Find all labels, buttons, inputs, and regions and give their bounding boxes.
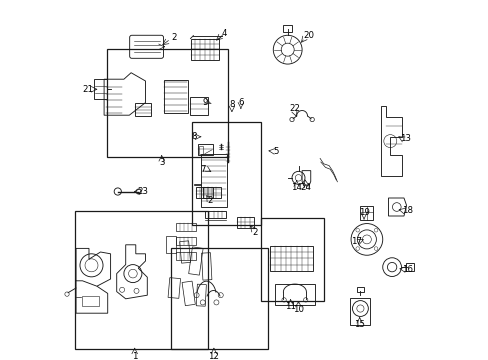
Bar [188, 247, 203, 275]
Bar [405, 263, 413, 271]
Bar [192, 122, 260, 225]
Text: 16: 16 [401, 265, 412, 274]
Bar [176, 237, 196, 245]
Bar [201, 253, 211, 280]
Text: 20: 20 [303, 31, 313, 40]
Bar [360, 206, 373, 220]
Text: 10: 10 [292, 305, 304, 314]
Bar [269, 246, 312, 271]
Bar [165, 236, 175, 253]
Bar [190, 39, 219, 60]
Bar [349, 298, 370, 325]
Text: 11: 11 [285, 302, 295, 311]
Bar [236, 217, 253, 228]
Text: 23: 23 [137, 187, 148, 196]
Bar [163, 80, 187, 113]
Bar [196, 284, 206, 306]
Text: 21: 21 [82, 85, 93, 94]
Bar [107, 49, 228, 157]
Text: 14: 14 [291, 184, 302, 192]
Text: 15: 15 [353, 320, 365, 329]
Bar [197, 144, 212, 155]
Text: 2: 2 [252, 228, 258, 237]
Bar [75, 211, 208, 349]
Text: 2: 2 [207, 197, 213, 205]
Bar [275, 284, 314, 305]
Text: 17: 17 [350, 237, 361, 246]
Text: 8: 8 [229, 100, 234, 109]
Bar [176, 223, 196, 231]
Bar [283, 25, 291, 32]
Text: 3: 3 [159, 158, 164, 167]
Bar [135, 103, 151, 116]
Text: 12: 12 [208, 352, 219, 360]
Bar [195, 187, 212, 198]
Bar [170, 248, 267, 349]
Text: 8: 8 [191, 132, 197, 141]
Text: 4: 4 [222, 29, 227, 38]
Bar [94, 79, 107, 99]
Bar [190, 97, 208, 115]
Text: 13: 13 [400, 134, 410, 143]
Text: 7: 7 [200, 165, 205, 174]
Bar [176, 252, 196, 260]
Text: 2: 2 [171, 32, 177, 41]
Bar [260, 218, 323, 301]
Text: 19: 19 [358, 208, 369, 217]
Bar [201, 154, 227, 207]
Bar [168, 278, 180, 298]
Bar [179, 241, 190, 263]
Bar [82, 296, 99, 306]
Bar [204, 211, 226, 218]
Bar [199, 146, 203, 154]
Text: 22: 22 [289, 104, 300, 113]
Bar [182, 281, 195, 306]
Text: 9: 9 [202, 98, 207, 107]
Bar [356, 287, 363, 292]
Bar [203, 187, 220, 198]
Text: 18: 18 [401, 206, 412, 215]
Text: 1: 1 [132, 352, 137, 360]
Text: 5: 5 [273, 147, 278, 156]
Text: 6: 6 [238, 98, 243, 107]
Text: 24: 24 [300, 184, 310, 192]
